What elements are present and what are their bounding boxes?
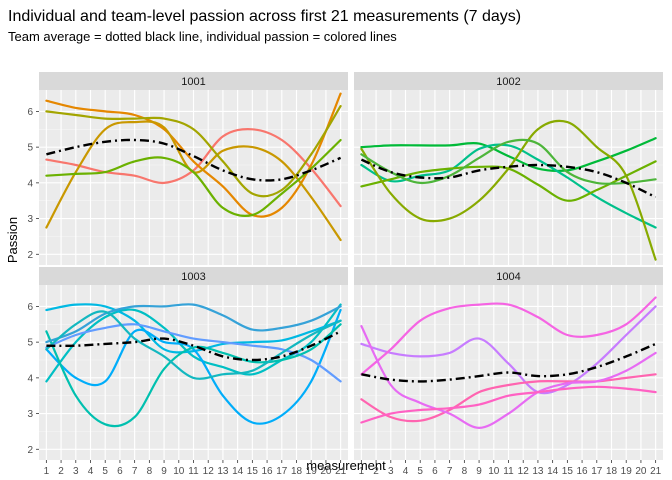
x-tick-label: 18 [291,466,303,477]
x-tick-label: 16 [262,466,274,477]
individual-passion-line [360,385,657,424]
x-tick-label: 19 [306,466,318,477]
x-tick-label: 15 [562,466,574,477]
individual-passion-line [360,137,657,173]
x-tick-label: 17 [276,466,288,477]
facet-strip [39,267,348,285]
individual-passion-line [45,105,342,198]
facet-panel-1001: 1001 2 3 4 5 6 [27,72,348,265]
x-tick-label: 9 [161,466,167,477]
individual-passion-line [45,303,342,354]
x-tick-label: 5 [102,466,108,477]
x-tick-label: 4 [403,466,409,477]
y-tick-label: 4 [27,373,33,384]
individual-passion-line [45,310,342,380]
x-tick-label: 12 [203,466,215,477]
x-tick-label: 6 [117,466,123,477]
x-tick-label: 15 [247,466,259,477]
x-tick-label: 14 [547,466,559,477]
individual-passion-line [45,138,342,217]
x-tick-label: 20 [320,466,332,477]
x-tick-label: 2 [373,466,379,477]
facet-strip-label: 1003 [181,271,205,283]
x-tick-label: 3 [73,466,79,477]
x-tick-label: 17 [591,466,603,477]
chart-title: Individual and team-level passion across… [8,8,521,25]
x-tick-label: 14 [232,466,244,477]
individual-passion-line [45,323,342,428]
x-tick-label: 11 [188,466,199,477]
x-tick-label: 1 [359,466,365,477]
individual-passion-line [360,143,657,229]
x-tick-label: 8 [147,466,153,477]
y-tick-label: 3 [27,409,33,420]
facet-strip-label: 1001 [181,76,205,88]
individual-passion-line [45,303,342,383]
y-tick-label: 5 [27,338,33,349]
individual-passion-line [45,303,342,344]
x-tick-label: 6 [432,466,438,477]
individual-passion-line [360,305,657,395]
individual-passion-line [360,325,657,430]
x-tick-label: 11 [503,466,514,477]
facet-strip-label: 1002 [496,76,520,88]
facet-panel-1002: 1002 [354,72,663,265]
facet-strip-label: 1004 [496,271,520,283]
individual-passion-line [45,308,342,425]
individual-passion-line [360,296,657,376]
facet-strip [354,72,663,90]
x-tick-label: 3 [388,466,394,477]
individual-passion-line [360,138,657,185]
individual-passion-line [45,92,342,218]
x-tick-label: 7 [132,466,138,477]
x-tick-label: 7 [447,466,453,477]
y-axis-title: Passion [5,217,20,263]
facet-strip [354,267,663,285]
x-tick-label: 8 [462,466,468,477]
facet-strip [39,72,348,90]
team-average-line [360,158,657,199]
x-tick-label: 5 [417,466,423,477]
individual-passion-line [360,119,657,261]
x-tick-label: 21 [335,466,347,477]
x-tick-label: 12 [518,466,530,477]
y-tick-label: 6 [27,107,33,118]
x-tick-label: 10 [173,466,185,477]
team-average-line [46,330,342,362]
y-tick-label: 6 [27,302,33,313]
team-average-line [46,138,342,182]
y-tick-label: 5 [27,143,33,154]
individual-passion-line [45,323,342,383]
individual-passion-line [45,128,342,208]
x-tick-label: 18 [606,466,618,477]
individual-passion-line [360,373,657,423]
x-tick-label: 21 [650,466,662,477]
y-tick-label: 2 [27,250,33,261]
chart-subtitle: Team average = dotted black line, indivi… [8,29,397,44]
y-tick-label: 3 [27,214,33,225]
y-tick-label: 2 [27,445,33,456]
x-tick-label: 13 [217,466,229,477]
x-tick-label: 10 [488,466,500,477]
x-tick-label: 20 [635,466,647,477]
x-tick-label: 19 [621,466,633,477]
x-tick-label: 2 [58,466,64,477]
x-tick-label: 1 [44,466,50,477]
x-tick-label: 13 [532,466,544,477]
x-tick-label: 9 [476,466,482,477]
x-tick-label: 4 [88,466,94,477]
x-tick-label: 16 [577,466,589,477]
y-tick-label: 4 [27,178,33,189]
